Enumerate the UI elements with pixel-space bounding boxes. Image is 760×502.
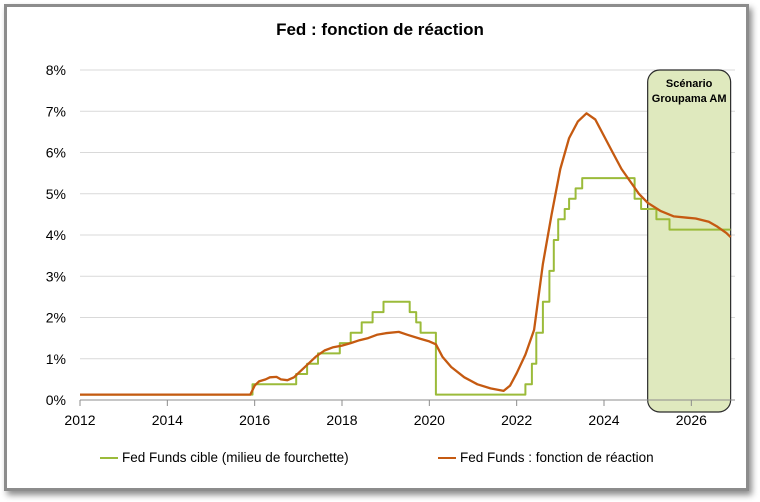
x-tick-label: 2024 xyxy=(588,412,619,428)
series-line-reaction-function xyxy=(80,112,732,396)
scenario-region xyxy=(647,69,732,413)
chart-frame xyxy=(4,4,749,491)
series-line-target-rate xyxy=(80,177,731,396)
y-tick-label: 3% xyxy=(46,268,66,284)
x-tick-label: 2026 xyxy=(676,412,707,428)
y-tick-label: 2% xyxy=(46,310,66,326)
x-tick-label: 2016 xyxy=(239,412,270,428)
y-tick-label: 6% xyxy=(46,145,66,161)
scenario-label: Groupama AM xyxy=(652,93,727,105)
x-tick-label: 2020 xyxy=(414,412,445,428)
legend-label-reaction-function: Fed Funds : fonction de réaction xyxy=(460,450,654,465)
legend-item-target-rate: Fed Funds cible (milieu de fourchette) xyxy=(100,450,349,465)
y-tick-label: 7% xyxy=(46,103,66,119)
x-tick-label: 2018 xyxy=(326,412,357,428)
legend-swatch-reaction-function xyxy=(438,456,456,459)
y-tick-label: 1% xyxy=(46,351,66,367)
y-tick-label: 5% xyxy=(46,186,66,202)
y-tick-label: 0% xyxy=(46,392,66,408)
x-tick-label: 2014 xyxy=(152,412,183,428)
legend-item-reaction-function: Fed Funds : fonction de réaction xyxy=(438,450,654,465)
y-tick-label: 8% xyxy=(46,62,66,78)
x-tick-label: 2012 xyxy=(64,412,95,428)
y-tick-label: 4% xyxy=(46,227,66,243)
x-tick-label: 2022 xyxy=(501,412,532,428)
legend-label-target-rate: Fed Funds cible (milieu de fourchette) xyxy=(122,450,349,465)
chart-title: Fed : fonction de réaction xyxy=(276,20,484,39)
legend-swatch-target-rate xyxy=(100,456,118,459)
scenario-label: Scénario xyxy=(666,78,713,90)
